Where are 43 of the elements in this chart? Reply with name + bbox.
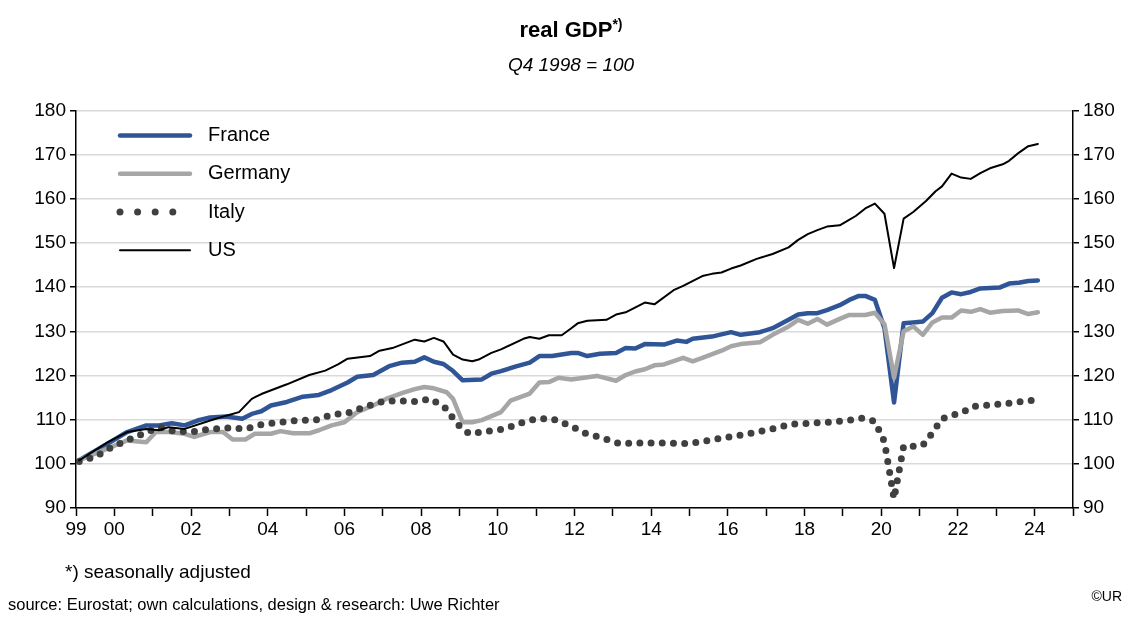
y2-tick-label: 120 — [1083, 363, 1115, 385]
x-tick-label: 10 — [487, 517, 509, 539]
x-tick-label: 12 — [563, 517, 586, 539]
chart-subtitle: Q4 1998 = 100 — [506, 54, 636, 76]
y-tick-label: 90 — [44, 496, 66, 518]
x-tick-label: 00 — [103, 517, 125, 539]
y2-tick-label: 130 — [1083, 319, 1115, 341]
y2-tick-label: 110 — [1083, 407, 1114, 429]
x-tick-label: 06 — [333, 517, 355, 539]
y2-tick-label: 150 — [1083, 231, 1115, 253]
x-tick-label: 02 — [180, 517, 202, 539]
x-tick-label: 18 — [794, 517, 816, 539]
x-tick-label: 22 — [947, 517, 969, 539]
x-tick-label: 14 — [640, 517, 663, 539]
y-tick-label: 150 — [34, 231, 66, 253]
legend-label: US — [208, 237, 236, 260]
y-tick-label: 100 — [34, 452, 66, 474]
x-tick-label: 16 — [717, 517, 739, 539]
y-tick-label: 160 — [34, 186, 66, 208]
source-note: source: Eurostat; own calculations, design & research: Uwe Richter — [8, 595, 500, 614]
chart-title: real GDP$^{*)}$ — [518, 16, 624, 44]
y2-tick-label: 160 — [1083, 186, 1115, 208]
y-tick-label: 120 — [34, 363, 66, 385]
x-tick-label: 24 — [1024, 517, 1046, 539]
y2-tick-label: 170 — [1083, 142, 1115, 164]
legend-label: Italy — [208, 199, 245, 222]
legend-label: Germany — [208, 161, 291, 184]
y2-tick-label: 90 — [1083, 496, 1105, 518]
y-tick-label: 110 — [35, 407, 66, 429]
text: *) seasonally adjusted — [65, 561, 251, 583]
x-tick-label: 08 — [410, 517, 432, 539]
legend-label: France — [208, 122, 271, 145]
y-tick-label: 140 — [34, 275, 66, 297]
x-tick-label: 99 — [65, 517, 87, 539]
y2-tick-label: 100 — [1083, 452, 1115, 474]
y-tick-label: 170 — [34, 142, 66, 164]
x-tick-label: 04 — [257, 517, 279, 539]
y-tick-label: 180 — [34, 98, 66, 120]
text: ©UR — [1091, 588, 1122, 604]
x-tick-label: 20 — [870, 517, 892, 539]
y2-tick-label: 140 — [1083, 275, 1115, 297]
y2-tick-label: 180 — [1083, 98, 1115, 120]
y-tick-label: 130 — [34, 319, 66, 341]
